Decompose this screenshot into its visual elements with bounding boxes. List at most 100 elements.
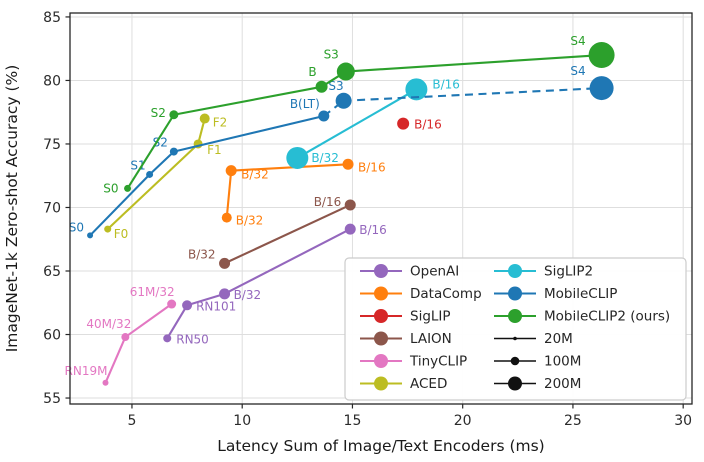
point-mobileclip-b-lt (318, 110, 330, 122)
axes: 5 10 15 20 25 30 55 60 65 70 75 80 85 (43, 10, 692, 429)
legend-label-openai: OpenAI (410, 264, 459, 280)
point-label-mobileclip2-ours-s0: S0 (103, 181, 118, 195)
x-tick-label: 30 (674, 413, 692, 429)
point-datacomp-b-16 (342, 158, 354, 170)
legend-label-siglip2: SigLIP2 (544, 264, 593, 280)
point-label-mobileclip2-ours-b: B (308, 65, 316, 79)
x-axis-label: Latency Sum of Image/Text Encoders (ms) (217, 437, 544, 455)
point-mobileclip-s4 (589, 76, 614, 101)
series-mobileclip: S0 S1 S2 B(LT) S3 S4 (69, 64, 614, 239)
series-openai-segment (224, 228, 351, 295)
x-tick-label: 25 (564, 413, 582, 429)
point-label-mobileclip2-ours-s4: S4 (570, 34, 585, 48)
point-laion-b-32 (219, 257, 231, 269)
series-mobileclip2-ours-segment (126, 114, 175, 189)
point-label-tinyclip-rn19m: RN19M (65, 364, 108, 378)
point-label-openai-b-32: B/32 (234, 288, 262, 302)
legend-label-datacomp: DataComp (410, 286, 482, 302)
series-aced: F0 F1 F2 (104, 113, 228, 241)
series-mobileclip-segment (89, 173, 151, 237)
point-mobileclip2-ours-s3 (336, 62, 355, 81)
point-label-mobileclip-s3: S3 (328, 79, 343, 93)
series-openai-segment (186, 292, 225, 307)
x-tick-label: 15 (344, 413, 362, 429)
point-label-mobileclip-s2: S2 (153, 136, 168, 150)
point-label-tinyclip-61m-32: 61M/32 (130, 285, 175, 299)
y-tick-label: 65 (43, 264, 61, 280)
point-mobileclip-s3 (335, 92, 352, 109)
point-laion-b-16 (344, 199, 356, 211)
legend-marker-size-200m (508, 376, 522, 391)
plot-frame (69, 12, 693, 405)
point-label-laion-b-32: B/32 (188, 247, 216, 261)
point-tinyclip-rn19m (102, 379, 109, 386)
legend-marker-size-100m (510, 356, 520, 366)
point-datacomp-b-32 (221, 212, 232, 223)
series-mobileclip2-ours-segment (345, 53, 602, 73)
point-label-mobileclip2-ours-s3: S3 (324, 48, 339, 62)
point-label-mobileclip-s4: S4 (570, 64, 585, 78)
point-siglip2-b-32 (286, 146, 309, 169)
point-tinyclip-61m-32 (167, 299, 177, 309)
point-label-mobileclip-b-lt: B(LT) (290, 97, 320, 111)
point-openai-rn101 (182, 300, 193, 311)
point-label-openai-b-16: B/16 (359, 223, 387, 237)
point-label-openai-rn50: RN50 (176, 332, 209, 346)
y-tick-label: 75 (43, 137, 61, 153)
legend: OpenAI DataComp SigLIP LAION TinyCLIP ACED Sig… (344, 257, 687, 401)
x-tick-label: 5 (127, 413, 136, 429)
point-label-aced-f1: F1 (207, 143, 222, 157)
legend-label-mobileclip2-ours: MobileCLIP2 (ours) (544, 309, 670, 325)
y-tick-label: 55 (43, 391, 61, 407)
series-tinyclip-segment (104, 336, 127, 384)
series-laion: B/32 B/16 (188, 195, 356, 269)
point-mobileclip2-ours-s0 (124, 184, 132, 192)
series-mobileclip-segment (148, 150, 175, 176)
point-siglip2-b-16 (405, 78, 428, 101)
legend-label-mobileclip: MobileCLIP (544, 286, 617, 302)
series-datacomp: B/32 B/32 B/16 (221, 158, 386, 228)
legend-marker-size-20m (513, 336, 517, 341)
legend-marker-siglip (374, 309, 388, 323)
point-label-mobileclip-s1: S1 (130, 158, 145, 172)
legend-marker-laion (374, 331, 388, 346)
point-label-mobileclip-s0: S0 (69, 220, 84, 234)
point-label-datacomp-b-32: B/32 (241, 168, 269, 182)
x-tick-label: 10 (233, 413, 251, 429)
point-label-siglip2-b-16: B/16 (432, 77, 460, 91)
point-label-laion-b-16: B/16 (314, 195, 342, 209)
x-tick-label: 20 (454, 413, 472, 429)
point-openai-rn50 (163, 334, 172, 343)
point-mobileclip2-ours-s2 (169, 110, 179, 120)
legend-label-size-200m: 200M (544, 376, 581, 392)
series-tinyclip: RN19M 40M/32 61M/32 (65, 285, 177, 386)
legend-label-laion: LAION (410, 331, 452, 347)
y-tick-label: 70 (43, 200, 61, 216)
legend-label-size-20m: 20M (544, 331, 573, 347)
legend-marker-tinyclip (374, 354, 388, 368)
series-tinyclip-segment (124, 303, 173, 338)
point-label-mobileclip2-ours-s2: S2 (151, 106, 166, 120)
point-siglip-b-16 (397, 117, 410, 130)
y-tick-label: 85 (43, 10, 61, 26)
series-mobileclip-segment (343, 87, 602, 102)
legend-marker-datacomp (374, 286, 388, 301)
point-mobileclip2-ours-s4 (588, 42, 615, 69)
legend-label-tinyclip: TinyCLIP (409, 354, 467, 370)
series-openai-segment (166, 304, 188, 339)
series-siglip: B/16 (397, 117, 442, 132)
series-laion-segment (224, 203, 351, 265)
legend-label-siglip: SigLIP (410, 309, 451, 325)
series-siglip2: B/32 B/16 (286, 77, 460, 169)
point-label-aced-f2: F2 (213, 116, 228, 130)
point-openai-b-32 (219, 288, 231, 300)
point-mobileclip-s2 (169, 147, 178, 156)
point-aced-f0 (104, 225, 112, 233)
point-mobileclip-s1 (146, 170, 154, 178)
point-mobileclip2-ours-b (315, 80, 328, 93)
legend-label-size-100m: 100M (544, 354, 581, 370)
point-label-siglip2-b-32: B/32 (311, 151, 339, 165)
point-tinyclip-40m-32 (121, 333, 130, 342)
